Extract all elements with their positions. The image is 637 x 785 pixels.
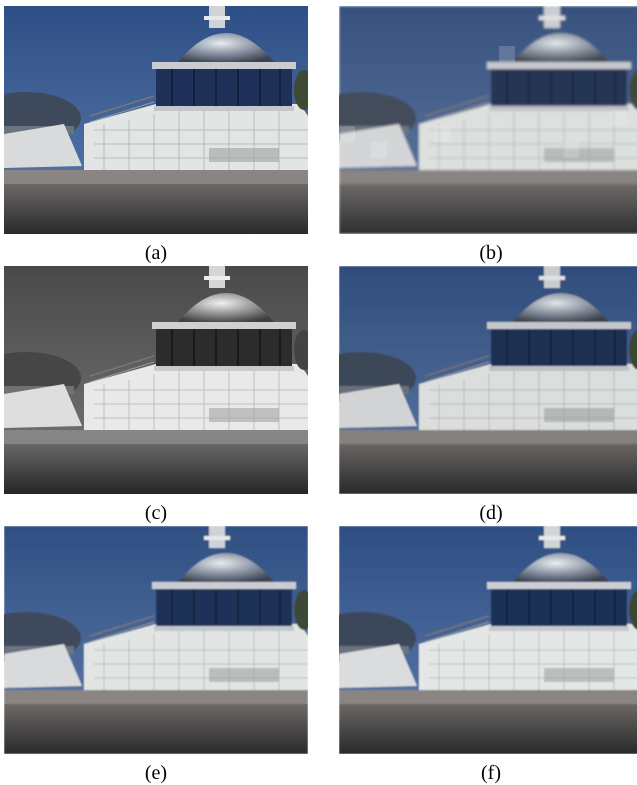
photo-grayscale — [4, 266, 308, 494]
photo-restored-f — [339, 526, 637, 754]
panel-b: (b) — [339, 6, 637, 264]
photo-restored-e — [4, 526, 308, 754]
panel-a: (a) — [4, 6, 308, 264]
panel-f: (f) — [339, 526, 637, 784]
panel-e: (e) — [4, 526, 308, 784]
panel-d: (d) — [339, 266, 637, 524]
caption-f: (f) — [481, 762, 501, 784]
caption-a: (a) — [144, 242, 168, 264]
caption-b: (b) — [479, 242, 503, 264]
photo-original — [4, 6, 308, 234]
caption-e: (e) — [144, 762, 168, 784]
panel-c: (c) — [4, 266, 308, 524]
caption-c: (c) — [144, 502, 168, 524]
caption-d: (d) — [479, 502, 503, 524]
photo-smoothed — [339, 266, 637, 494]
photo-blocky — [339, 6, 637, 234]
